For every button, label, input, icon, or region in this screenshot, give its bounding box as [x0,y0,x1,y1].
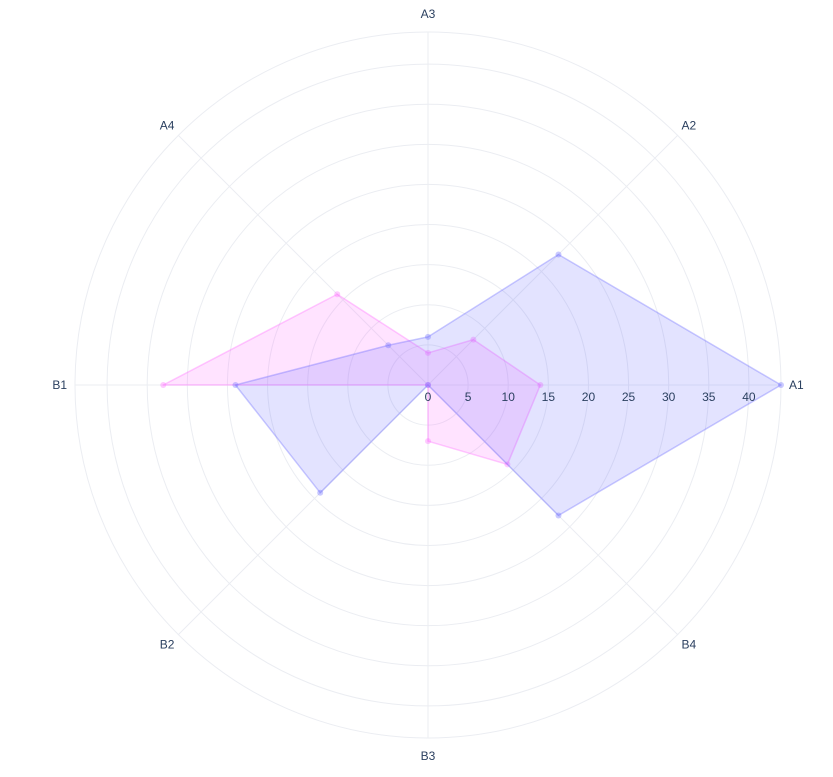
series-1-point-a3 [425,349,431,356]
series-2-point-a2 [555,251,562,258]
axis-label-a4: A4 [160,118,175,132]
angular-axis-labels: A1 A2 A3 A4 B1 B2 B3 B4 [52,7,804,763]
series-2-point-a1 [778,382,784,388]
radial-tick-labels: 0 5 10 15 20 25 30 35 40 [425,390,756,404]
series-1-point-a1 [537,382,544,388]
series-2-point-b1 [232,382,239,388]
series-1-point-a2 [470,336,477,343]
axis-label-b2: B2 [160,638,175,652]
grid-spoke-b2 [178,384,429,635]
axis-label-b3: B3 [421,749,436,763]
radial-tick-label-25: 25 [622,390,636,404]
series-2-point-a4 [385,342,392,349]
series-2-point-b4 [555,512,562,519]
radial-tick-label-0: 0 [425,390,432,404]
radial-tick-label-30: 30 [662,390,676,404]
series-2-point-a3 [425,333,431,340]
series-1-point-b4 [504,461,511,468]
axis-label-a3: A3 [421,7,436,21]
series-1-point-b1 [160,382,167,388]
series-1-point-b3 [425,438,431,445]
series-2-point-b2 [317,489,324,496]
radial-tick-label-15: 15 [542,390,556,404]
axis-label-a1: A1 [789,378,804,392]
radial-tick-label-40: 40 [742,390,756,404]
radial-tick-label-35: 35 [702,390,716,404]
grid-spoke-b4 [427,384,678,635]
radial-tick-label-5: 5 [465,390,472,404]
series-1-area [162,293,542,466]
radial-tick-label-10: 10 [502,390,516,404]
series-layer [160,251,784,519]
axis-label-a2: A2 [682,118,697,132]
axis-label-b1: B1 [52,378,67,392]
series-1-point-a4 [334,291,341,298]
grid-layer [74,31,782,739]
series-2-area [234,253,782,517]
series-1-point-b2 [425,382,431,388]
radial-tick-label-20: 20 [582,390,596,404]
grid-spoke-a2 [427,135,678,386]
axis-label-b4: B4 [682,638,697,652]
grid-spoke-a4 [178,135,429,386]
series-2-point-b3 [425,382,431,388]
